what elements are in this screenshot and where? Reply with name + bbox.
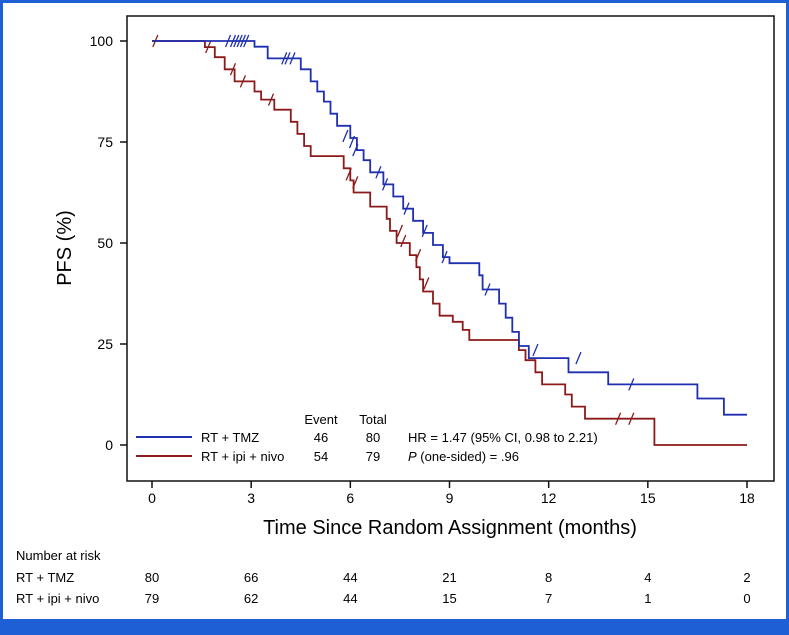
x-axis-label: Time Since Random Assignment (months)	[263, 517, 637, 539]
censor-mark-rt-ipi-nivo	[400, 234, 407, 248]
p-value-text: (one-sided) = .96	[417, 449, 519, 464]
risk-value-rt-ipi-nivo: 1	[644, 591, 651, 606]
risk-value-rt-tmz: 21	[442, 570, 456, 585]
censor-mark-rt-tmz	[281, 52, 288, 65]
risk-value-rt-ipi-nivo: 62	[244, 591, 258, 606]
legend-events-rt-tmz: 46	[314, 430, 328, 445]
km-curve-rt-ipi-nivo	[152, 40, 747, 446]
x-tick-label: 15	[640, 490, 656, 506]
censor-mark-rt-ipi-nivo	[229, 63, 237, 76]
censor-mark-rt-tmz	[233, 34, 240, 48]
risk-row-label-rt-ipi-nivo: RT + ipi + nivo	[16, 591, 99, 606]
y-tick-label: 75	[97, 134, 113, 150]
censor-mark-rt-tmz	[421, 224, 428, 238]
censor-mark-rt-ipi-nivo	[396, 224, 404, 238]
y-tick-label: 0	[105, 437, 113, 453]
censor-mark-rt-ipi-nivo	[239, 75, 247, 88]
y-axis: 0 25 50 75 100	[90, 33, 127, 453]
risk-value-rt-tmz: 66	[244, 570, 258, 585]
censor-mark-rt-tmz	[532, 343, 539, 357]
risk-table-title: Number at risk	[16, 548, 101, 563]
x-tick-label: 9	[446, 490, 454, 506]
censor-mark-rt-tmz	[575, 351, 582, 365]
censor-mark-rt-tmz	[289, 52, 296, 65]
censor-mark-rt-ipi-nivo	[352, 176, 359, 189]
legend-header-total: Total	[359, 412, 387, 427]
censor-mark-rt-ipi-nivo	[628, 412, 635, 425]
x-tick-label: 12	[541, 490, 557, 506]
censor-mark-rt-ipi-nivo	[423, 277, 430, 290]
censor-mark-rt-tmz	[284, 52, 291, 65]
risk-value-rt-tmz: 44	[343, 570, 357, 585]
risk-value-rt-ipi-nivo: 15	[442, 591, 456, 606]
risk-value-rt-tmz: 4	[644, 570, 651, 585]
censor-mark-rt-tmz	[403, 202, 410, 215]
censor-mark-rt-ipi-nivo	[267, 93, 275, 106]
censor-mark-rt-ipi-nivo	[414, 248, 422, 262]
p-value-italic: P	[408, 449, 417, 464]
x-tick-label: 6	[346, 490, 354, 506]
legend: Event Total RT + TMZ 46 80 RT + ipi + ni…	[136, 412, 598, 464]
censor-mark-rt-tmz	[229, 34, 237, 48]
p-value-annotation: P (one-sided) = .96	[408, 449, 519, 464]
risk-value-rt-tmz: 80	[145, 570, 159, 585]
censor-mark-rt-tmz	[381, 178, 389, 191]
y-tick-label: 100	[90, 33, 114, 49]
censor-mark-rt-tmz	[239, 34, 247, 48]
y-tick-label: 25	[97, 336, 113, 352]
censor-mark-rt-tmz	[484, 283, 491, 296]
y-tick-label: 50	[97, 235, 113, 251]
risk-row-label-rt-tmz: RT + TMZ	[16, 570, 74, 585]
legend-total-rt-tmz: 80	[366, 430, 380, 445]
censor-mark-rt-tmz	[236, 34, 243, 48]
censor-mark-rt-tmz	[441, 250, 448, 264]
risk-value-rt-ipi-nivo: 7	[545, 591, 552, 606]
legend-label-rt-tmz: RT + TMZ	[201, 430, 259, 445]
legend-header-event: Event	[304, 412, 338, 427]
hazard-ratio-annotation: HR = 1.47 (95% CI, 0.98 to 2.21)	[408, 430, 598, 445]
x-axis: 0 3 6 9 12 15 18	[148, 481, 755, 506]
x-tick-label: 0	[148, 490, 156, 506]
x-tick-label: 18	[739, 490, 755, 506]
censor-mark-rt-tmz	[224, 34, 232, 48]
censor-mark-rt-tmz	[352, 143, 359, 157]
censor-mark-rt-tmz	[342, 129, 349, 143]
bottom-bar	[0, 619, 789, 635]
censor-mark-rt-tmz	[375, 166, 382, 179]
legend-label-rt-ipi-nivo: RT + ipi + nivo	[201, 449, 284, 464]
legend-total-rt-ipi-nivo: 79	[366, 449, 380, 464]
risk-value-rt-ipi-nivo: 0	[743, 591, 750, 606]
censor-mark-rt-ipi-nivo	[614, 412, 622, 425]
risk-value-rt-tmz: 2	[743, 570, 750, 585]
legend-events-rt-ipi-nivo: 54	[314, 449, 328, 464]
y-axis-label: PFS (%)	[54, 210, 76, 286]
survival-curves	[152, 34, 747, 446]
risk-values: 80 66 44 21 8 4 2 79 62 44 15 7 1 0	[145, 570, 751, 606]
plot-area	[126, 15, 775, 482]
risk-table: Number at risk RT + TMZ RT + ipi + nivo …	[16, 548, 751, 606]
km-curve-rt-tmz	[152, 40, 747, 416]
risk-value-rt-ipi-nivo: 44	[343, 591, 357, 606]
censor-mark-rt-tmz	[243, 34, 250, 48]
risk-value-rt-tmz: 8	[545, 570, 552, 585]
censor-mark-rt-tmz	[348, 135, 356, 149]
x-tick-label: 3	[247, 490, 255, 506]
censor-mark-rt-ipi-nivo	[205, 40, 212, 54]
censor-mark-rt-ipi-nivo	[345, 168, 352, 181]
censor-mark-rt-tmz	[628, 378, 635, 391]
risk-value-rt-ipi-nivo: 79	[145, 591, 159, 606]
